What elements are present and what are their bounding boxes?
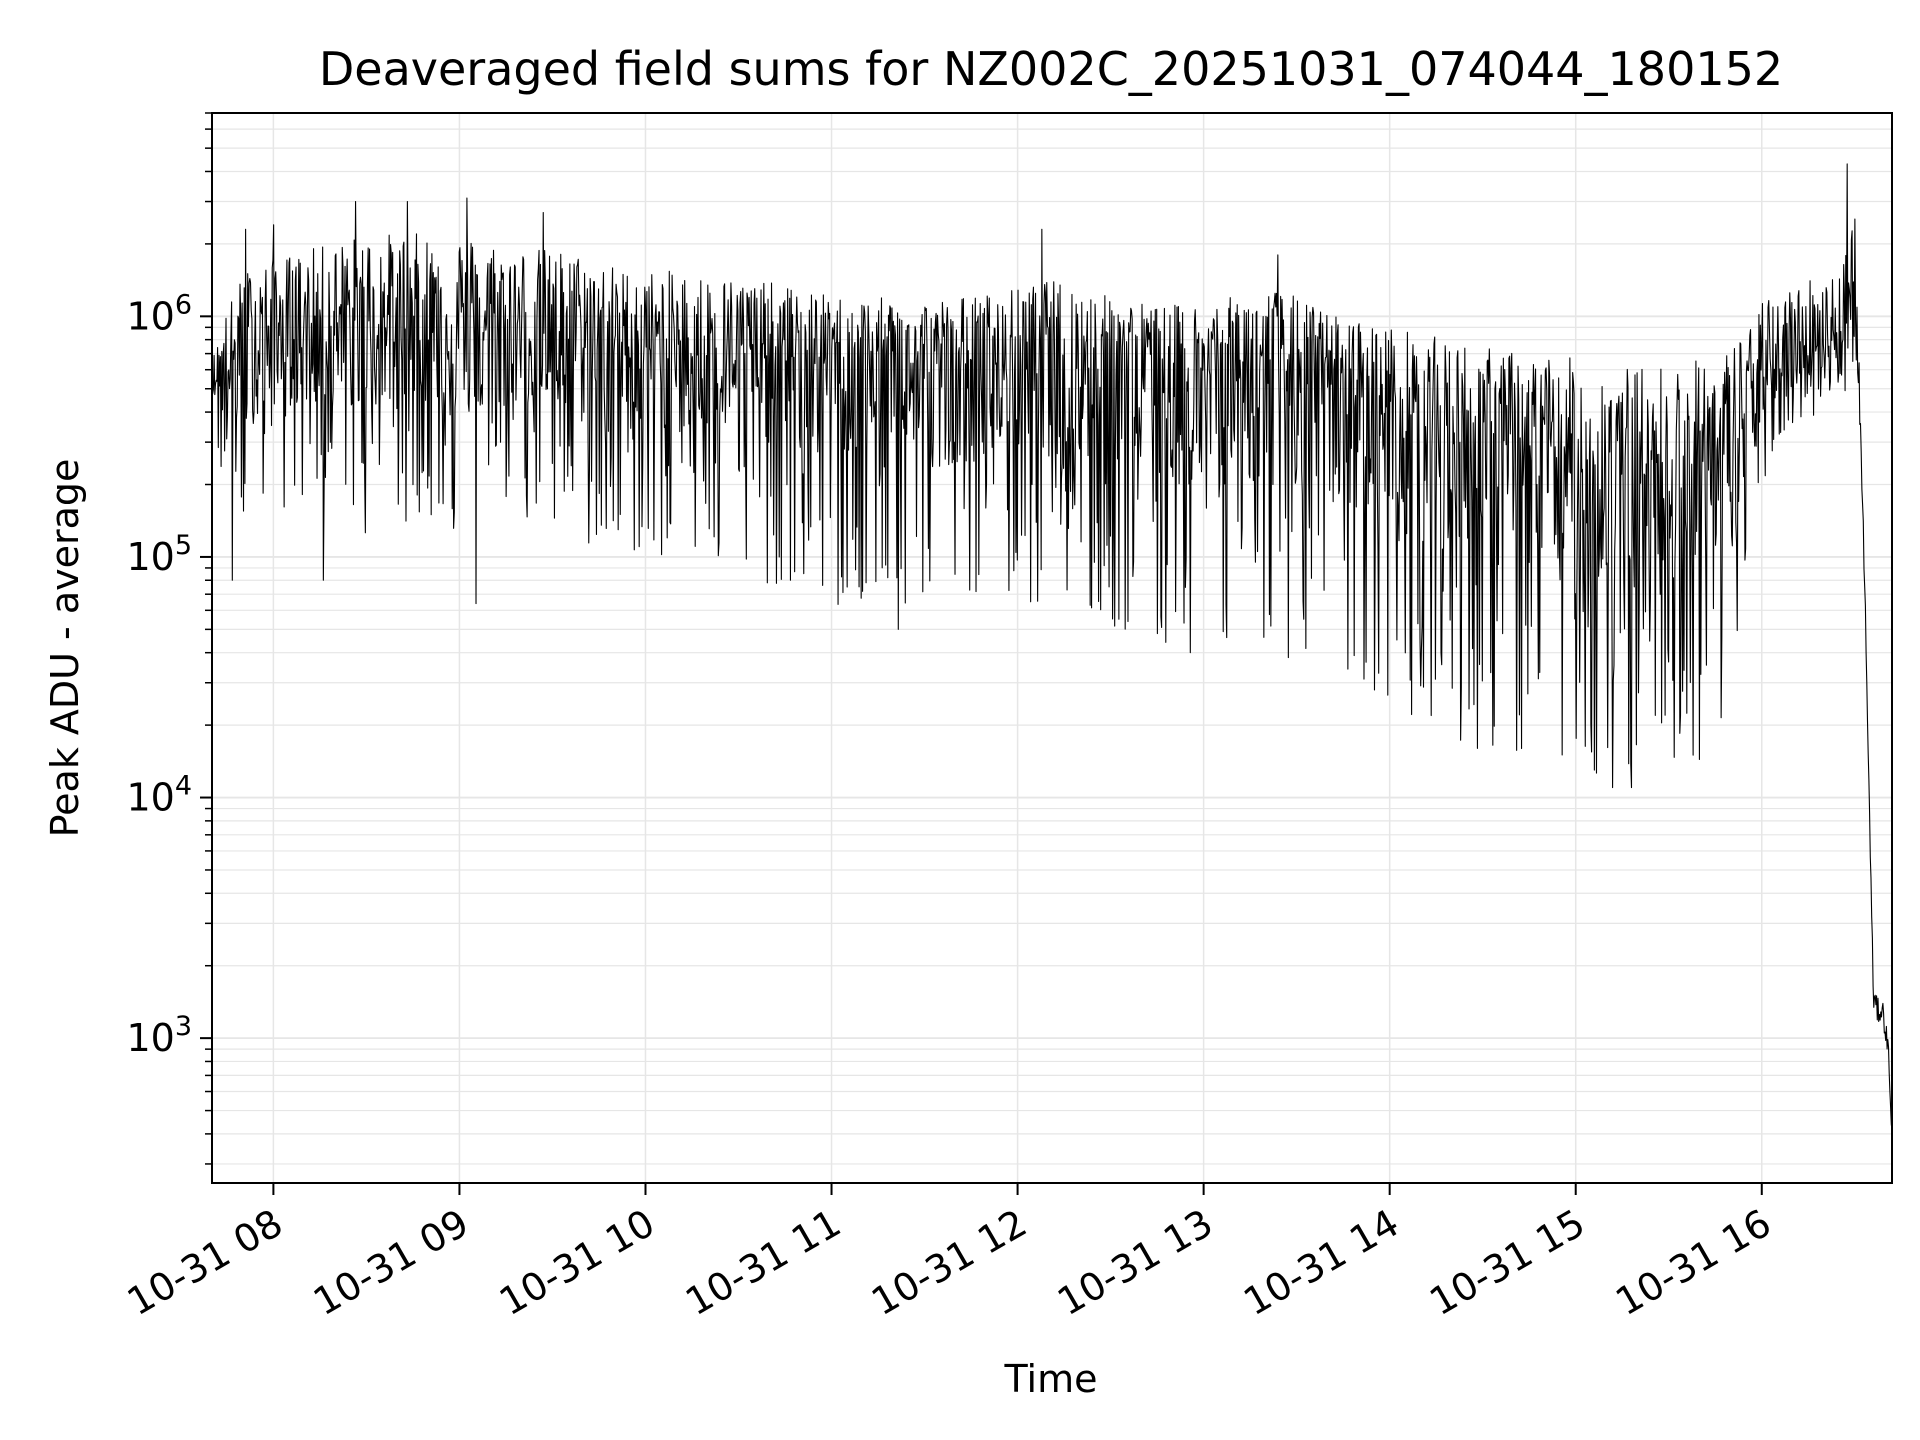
y-tick-label: 104 [126,771,192,820]
series-line [211,163,1893,1130]
y-axis: 103 104 105 106 [126,112,212,1165]
plot-frame [211,112,1893,1184]
y-tick-label: 106 [126,289,192,338]
y-tick-label: 103 [126,1011,192,1060]
chart-title: Deaveraged field sums for NZ002C_2025103… [319,42,1783,96]
series-layer [211,163,1893,1130]
y-tick-label: 105 [126,530,192,579]
x-axis-label: Time [1004,1357,1098,1401]
y-axis-label: Peak ADU - average [43,459,87,838]
